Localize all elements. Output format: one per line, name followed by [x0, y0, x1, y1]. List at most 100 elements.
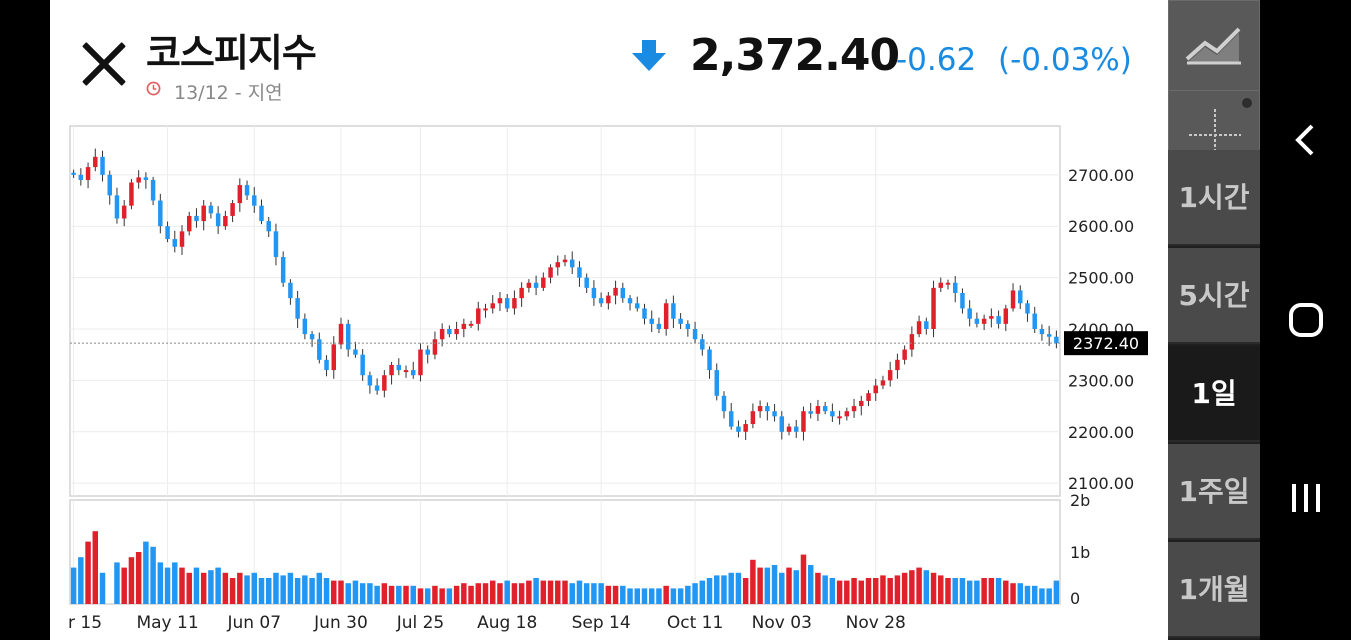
- volume-bar: [518, 583, 525, 604]
- period-1m-button[interactable]: 1개월: [1168, 542, 1260, 638]
- volume-bar: [771, 565, 778, 604]
- candle-body: [107, 174, 112, 196]
- recents-icon[interactable]: [1282, 474, 1330, 522]
- volume-bar: [887, 578, 893, 604]
- volume-bar: [576, 580, 583, 604]
- candle-body: [526, 282, 532, 288]
- delay-label: 13/12 - 지연: [174, 82, 283, 104]
- price-panel: [69, 125, 1061, 497]
- period-1w-button[interactable]: 1주일: [1168, 444, 1260, 540]
- close-button[interactable]: [78, 38, 130, 90]
- back-icon[interactable]: [1282, 116, 1330, 164]
- volume-bar: [872, 578, 879, 604]
- volume-bar: [779, 572, 785, 604]
- volume-bar: [959, 578, 966, 604]
- volume-bar: [222, 572, 229, 604]
- period-1h-button[interactable]: 1시간: [1168, 150, 1260, 246]
- candle-body: [924, 321, 929, 329]
- volume-bar: [930, 572, 937, 604]
- volume-bar: [728, 572, 734, 604]
- volume-bar: [396, 585, 402, 604]
- volume-bar: [92, 531, 99, 604]
- candle-body: [1003, 308, 1009, 324]
- candle-body: [750, 411, 756, 425]
- volume-bar: [1010, 583, 1016, 604]
- volume-bar: [569, 583, 575, 604]
- volume-tick-label: 0: [1070, 589, 1080, 608]
- candle-body: [548, 267, 553, 278]
- candle-body: [663, 303, 669, 329]
- volume-bar: [692, 583, 698, 604]
- candle-body: [945, 282, 951, 285]
- candle-body: [338, 323, 344, 345]
- candle-body: [779, 416, 785, 432]
- candle-body: [642, 308, 647, 319]
- candle-body: [757, 406, 763, 412]
- candle-body: [230, 203, 235, 216]
- volume-bar: [851, 578, 857, 604]
- candle-body: [859, 400, 864, 407]
- candle-body: [374, 385, 380, 391]
- volume-bar: [403, 585, 409, 604]
- volume-bar: [186, 572, 192, 604]
- candle-body: [266, 221, 271, 232]
- volume-bar: [461, 583, 467, 604]
- volume-bar: [265, 578, 272, 604]
- candle-body: [830, 411, 835, 417]
- candle-body: [866, 393, 871, 401]
- volume-bar: [193, 567, 200, 604]
- candle-body: [114, 195, 120, 219]
- volume-bar: [164, 567, 171, 604]
- candle-body: [584, 277, 589, 288]
- candle-body: [85, 167, 91, 180]
- volume-bar: [258, 578, 265, 604]
- candle-body: [577, 267, 582, 278]
- volume-bar: [757, 567, 763, 604]
- candle-body: [555, 262, 561, 268]
- chart-type-button[interactable]: [1168, 0, 1260, 96]
- candle-body: [71, 172, 76, 175]
- candle-body: [78, 174, 84, 180]
- stock-detail-screen: 코스피지수 13/12 - 지연 2,372.40 -0.62 (-0.03%)…: [50, 0, 1168, 640]
- candle-body: [844, 411, 850, 417]
- volume-bar: [417, 588, 424, 604]
- x-tick-label: Jul 25: [396, 613, 445, 633]
- period-label: 1시간: [1178, 181, 1250, 214]
- candle-body: [497, 298, 503, 304]
- volume-bar: [172, 562, 178, 604]
- volume-bar: [648, 588, 655, 604]
- volume-bar: [685, 585, 691, 604]
- period-5h-button[interactable]: 5시간: [1168, 248, 1260, 344]
- candle-body: [635, 303, 640, 309]
- system-nav-bar: [1260, 0, 1351, 640]
- volume-bar: [85, 541, 91, 604]
- candle-body: [902, 349, 907, 360]
- candle-body: [916, 321, 922, 335]
- volume-bar: [121, 567, 127, 604]
- candle-body: [215, 213, 221, 227]
- period-1d-button[interactable]: 1일: [1168, 346, 1260, 442]
- volume-bar: [143, 541, 149, 604]
- volume-bar: [273, 572, 279, 604]
- candle-body: [136, 177, 141, 183]
- volume-bar: [815, 572, 821, 604]
- volume-bar: [1031, 585, 1038, 604]
- arrow-down-icon: [632, 40, 666, 71]
- candle-body: [1039, 328, 1045, 335]
- candle-body: [425, 349, 430, 355]
- candle-body: [533, 282, 539, 288]
- volume-bar: [620, 585, 626, 604]
- candle-body: [649, 318, 654, 324]
- volume-bar: [1017, 583, 1023, 604]
- x-tick-label: Sep 14: [572, 613, 631, 633]
- volume-bar: [865, 578, 872, 604]
- home-icon[interactable]: [1282, 296, 1330, 344]
- candle-body: [432, 339, 438, 355]
- volume-tick-label: 2b: [1070, 491, 1090, 510]
- volume-bar: [742, 578, 749, 604]
- volume-bar: [714, 575, 720, 604]
- volume-bar: [656, 588, 662, 604]
- volume-bar: [591, 583, 597, 604]
- candle-body: [598, 298, 604, 304]
- price-chart[interactable]: 2700.002600.002500.002400.002300.002200.…: [50, 118, 1168, 640]
